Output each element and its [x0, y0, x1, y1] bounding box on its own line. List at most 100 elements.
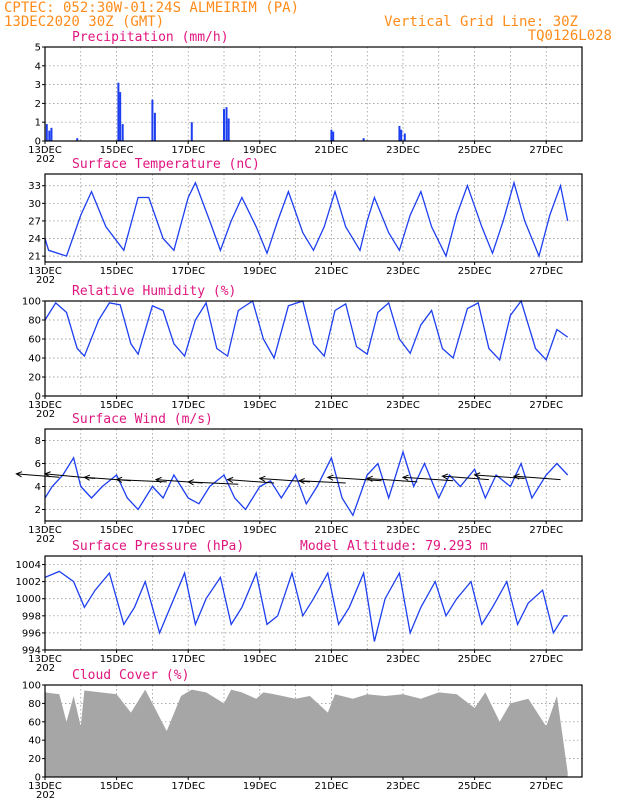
precip-bar	[121, 124, 124, 141]
x-tick-label: 17DEC	[171, 266, 205, 277]
x-tick-label: 15DEC	[100, 145, 134, 156]
x-tick-label: 25DEC	[458, 266, 492, 277]
y-tick-label: 21	[28, 252, 41, 263]
chart-panel-6: 0 20 40 60 80 100 Cloud Cover (%) 13DEC 15DEC 17D…	[22, 668, 583, 800]
y-tick-label: 3	[35, 80, 41, 91]
chart-panel-5: 994 996 998 1000 1002 1004 Surface Pressure (h…	[16, 539, 583, 674]
precip-bar	[45, 124, 48, 141]
vertical-grid-note: Vertical Grid Line: 30Z	[384, 14, 578, 30]
precip-bar	[119, 92, 122, 141]
cloud-area	[45, 689, 568, 777]
x-tick-label: 23DEC	[386, 145, 420, 156]
x-tick-label: 15DEC	[100, 266, 134, 277]
precip-bar	[50, 127, 53, 141]
y-tick-label: 996	[22, 628, 41, 639]
panel-title: Relative Humidity (%)	[72, 284, 236, 299]
panel-title: Cloud Cover (%)	[72, 668, 189, 683]
year-fragment: 202	[36, 534, 55, 545]
y-tick-label: 1004	[16, 560, 41, 571]
x-tick-label: 19DEC	[243, 400, 277, 411]
year-fragment: 202	[36, 275, 55, 286]
x-tick-label: 17DEC	[171, 781, 205, 792]
x-tick-label: 25DEC	[458, 145, 492, 156]
x-tick-label: 23DEC	[386, 525, 420, 536]
chart-panel-4: 2 4 6 8 Surface Wind (m/s) 13DEC 15DEC 17DEC 19D…	[15, 412, 583, 545]
precip-bar	[151, 99, 154, 141]
x-tick-label: 13DEC	[28, 781, 62, 792]
chart-panel-3: 0 20 40 60 80 100 Relative Humidity (%) 13DEC 15…	[22, 284, 583, 420]
y-tick-label: 40	[28, 354, 41, 365]
y-tick-label: 5	[35, 43, 41, 54]
x-tick-label: 17DEC	[171, 400, 205, 411]
wind-vector	[227, 479, 275, 484]
wind-arrowhead	[187, 479, 194, 486]
x-tick-label: 17DEC	[171, 145, 205, 156]
wind-arrowhead	[115, 476, 123, 483]
wind-vector	[327, 476, 382, 482]
x-tick-label: 25DEC	[458, 525, 492, 536]
header: CPTEC: 052:30W-01:24S ALMEIRIM (PA) 13DE…	[4, 0, 612, 44]
y-tick-label: 33	[28, 181, 41, 192]
y-tick-label: 80	[28, 316, 41, 327]
y-tick-label: 1002	[16, 577, 41, 588]
x-tick-label: 23DEC	[386, 654, 420, 665]
x-tick-label: 23DEC	[386, 781, 420, 792]
precip-bar	[48, 130, 51, 141]
y-tick-label: 6	[35, 459, 41, 470]
precip-bar	[190, 122, 193, 141]
y-tick-label: 20	[28, 373, 41, 384]
y-tick-label: 8	[35, 436, 41, 447]
wind-arrowhead	[154, 476, 162, 484]
y-tick-label: 994	[22, 646, 41, 657]
x-tick-label: 27DEC	[529, 525, 563, 536]
x-tick-label: 21DEC	[315, 145, 349, 156]
precip-bar	[362, 138, 365, 141]
x-tick-label: 27DEC	[529, 654, 563, 665]
panel-title: Surface Temperature (nC)	[72, 157, 260, 172]
y-tick-label: 998	[22, 611, 41, 622]
y-tick-label: 0	[35, 392, 41, 403]
y-tick-label: 100	[22, 681, 41, 692]
x-tick-label: 21DEC	[315, 266, 349, 277]
panel-frame	[44, 173, 583, 263]
y-tick-label: 2	[35, 99, 41, 110]
wind-arrowhead	[366, 475, 373, 482]
x-tick-label: 19DEC	[243, 525, 277, 536]
station-title: CPTEC: 052:30W-01:24S ALMEIRIM (PA)	[4, 0, 299, 16]
x-tick-label: 27DEC	[529, 781, 563, 792]
panel-title: Surface Wind (m/s)	[72, 412, 213, 427]
x-tick-label: 13DEC	[28, 525, 62, 536]
precip-bar	[330, 129, 333, 141]
x-tick-label: 21DEC	[315, 400, 349, 411]
panel-title: Surface Pressure (hPa)	[72, 539, 244, 554]
series-line	[44, 449, 569, 517]
wind-arrowhead	[298, 477, 305, 485]
x-tick-label: 27DEC	[529, 266, 563, 277]
x-tick-label: 19DEC	[243, 266, 277, 277]
wind-arrowhead	[83, 474, 91, 481]
wind-arrowhead	[326, 474, 334, 481]
wind-vector	[188, 481, 239, 485]
wind-vector	[299, 480, 346, 484]
x-tick-label: 15DEC	[100, 654, 134, 665]
wind-vector	[16, 473, 60, 478]
precip-bar	[403, 133, 406, 141]
panel-title: Precipitation (mm/h)	[72, 30, 229, 45]
x-tick-label: 21DEC	[315, 781, 349, 792]
wind-arrowhead	[226, 476, 234, 484]
wind-vector	[402, 476, 454, 482]
year-fragment: 202	[36, 663, 55, 674]
run-date: 13DEC2020 30Z (GMT)	[4, 14, 164, 30]
precip-bar	[400, 129, 403, 141]
y-tick-label: 100	[22, 297, 41, 308]
x-tick-label: 21DEC	[315, 654, 349, 665]
year-fragment: 202	[36, 154, 55, 165]
y-tick-label: 4	[35, 61, 41, 72]
x-tick-label: 23DEC	[386, 266, 420, 277]
precip-bar	[153, 112, 156, 141]
y-tick-label: 24	[28, 234, 41, 245]
series-line	[44, 180, 569, 259]
x-tick-label: 13DEC	[28, 400, 62, 411]
x-tick-label: 25DEC	[458, 400, 492, 411]
